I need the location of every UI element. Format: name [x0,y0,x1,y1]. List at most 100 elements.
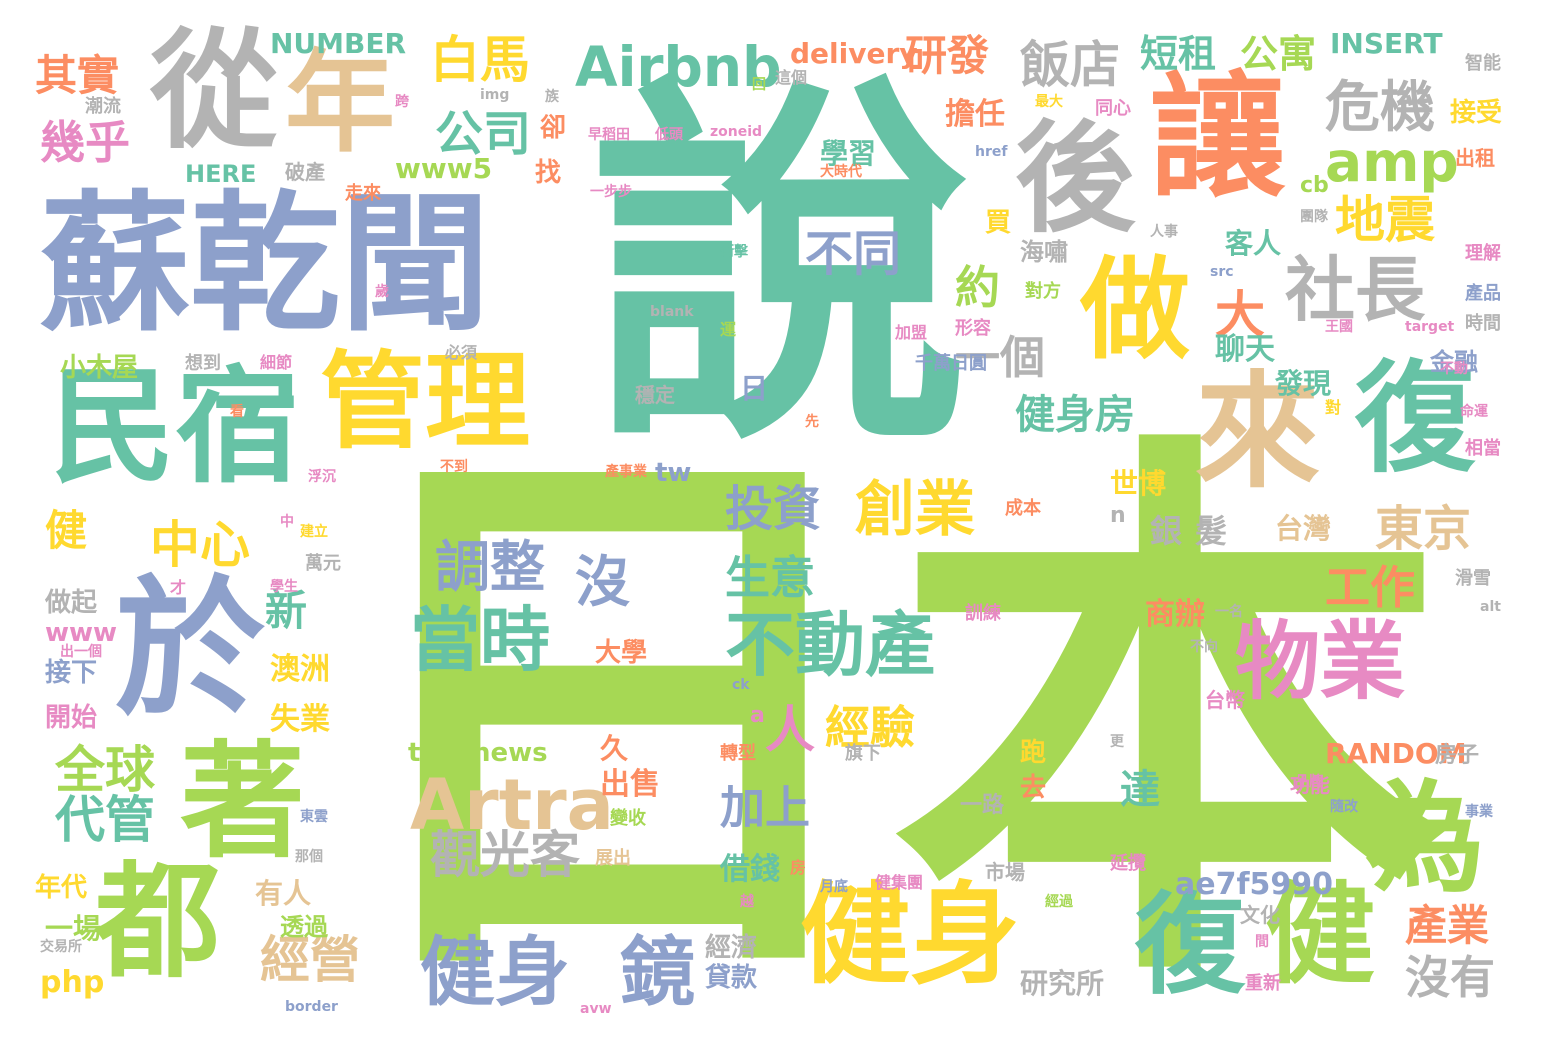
word: 出租 [1455,146,1495,170]
word: 台灣 [1275,512,1332,545]
word: 客人 [1225,227,1282,260]
word: 經營 [260,931,360,989]
word: 千萬日圓 [915,353,987,374]
word: 著 [180,730,305,875]
word: 新 [265,586,308,635]
word: 健集團 [875,873,924,892]
word: 健 [1265,871,1375,999]
word: 健 [45,506,88,555]
word: 都 [95,850,220,995]
word: 出售 [600,767,660,802]
word: 出一個 [60,644,102,660]
word: RANDOM [1325,737,1467,770]
word: 不同 [805,226,902,282]
word: 相當 [1465,438,1501,459]
word: 短租 [1140,32,1217,76]
word: 調整 [435,535,546,599]
word: 文化 [1240,903,1280,927]
word: 王國 [1325,319,1353,335]
word: 台幣 [1205,688,1245,712]
word: technews [408,738,548,768]
word: 功能 [1290,773,1330,797]
word: 接受 [1450,98,1503,128]
word: 經驗 [825,701,916,754]
word: 蘇乾聞 [40,178,491,352]
word: 滑雪 [1455,568,1491,589]
word: 看 [230,404,244,420]
word: 接下 [45,658,98,688]
word: 學生 [270,579,298,595]
word: 代管 [55,791,155,849]
word: cb [1300,173,1329,198]
word: blank [650,304,694,320]
word: 一步步 [590,184,632,200]
word: 時間 [1465,313,1501,334]
word: 不動 [1440,361,1468,377]
word: 健身 [800,871,1020,999]
word: 物業 [1235,613,1406,712]
word: 有人 [255,877,312,910]
word: 一場 [45,912,102,945]
word: 投資 [725,481,822,537]
word: 復 [1135,881,1245,1009]
word: 觀光客 [430,826,580,884]
word: 日本 [330,394,1450,1046]
word: 發現 [1275,367,1332,400]
word: 更 [1110,734,1124,750]
word: 年代 [35,873,88,903]
word: 做起 [45,588,98,618]
word: 族 [545,89,559,105]
word: 想到 [185,353,221,374]
word: 事業 [1465,804,1493,820]
word: 澳洲 [270,652,330,687]
word: 年 [285,39,395,167]
word: 人事 [1150,224,1178,240]
word: 延攬 [1110,853,1146,874]
word: Airbnb [575,35,782,99]
word: 細節 [260,353,293,372]
word: 聊天 [1215,332,1275,367]
word: 卻 [540,113,567,143]
word: 買 [985,208,1012,238]
word: 大學 [595,638,648,668]
word: 月底 [820,879,848,895]
word: 隨改 [1330,799,1358,815]
word: 貸款 [705,963,758,993]
word: 對 [1325,398,1342,417]
word: 銀 [1150,512,1183,550]
word: 交易所 [40,939,82,955]
word: 做 [1080,246,1190,374]
word: 海嘯 [1020,238,1068,266]
word: 重新 [1245,973,1281,994]
word: 早稻田 [588,127,630,143]
word: 一路 [960,793,1005,818]
word: 一名 [1215,604,1243,620]
word: 智能 [1465,53,1501,74]
word: 白馬 [430,31,530,89]
word: tw [655,458,692,488]
word: 沒 [575,550,631,614]
word: 不動產 [725,604,935,686]
word: 地震 [1335,191,1435,249]
word: 沒有 [1405,951,1496,1004]
word: 失業 [270,702,330,737]
word: 公司 [435,106,532,162]
word: 透過 [280,913,328,941]
word: ck [732,677,750,693]
word: 不到 [440,459,468,475]
word: border [285,999,338,1015]
word: 團隊 [1300,209,1328,225]
word: 跑 [1020,738,1047,768]
word: 後 [1015,110,1135,249]
word: 東雲 [300,809,328,825]
word: 房 [790,858,807,877]
word: 潮流 [85,96,121,117]
word: 必須 [445,343,478,362]
word: 讓 [1150,59,1285,216]
word: Artra [410,764,614,846]
word: 東京 [1375,501,1472,557]
word: 穩定 [635,383,675,407]
word: 越 [740,894,754,910]
word: delivery [790,37,918,70]
word: 中 [280,514,294,530]
